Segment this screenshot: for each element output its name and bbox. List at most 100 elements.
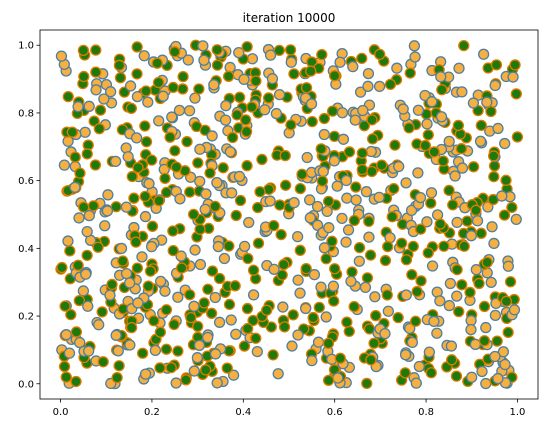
scatter-point-orange [508, 304, 521, 316]
scatter-point-orange [492, 122, 504, 135]
scatter-point-green [388, 182, 400, 195]
scatter-point-orange [499, 137, 511, 150]
scatter-point-green [180, 374, 192, 386]
scatter-point-orange [233, 170, 246, 183]
scatter-point-orange [124, 339, 136, 351]
scatter-point-orange [172, 291, 184, 303]
scatter-point-green [306, 116, 318, 128]
scatter-point-green [77, 44, 90, 57]
scatter-point-green [316, 175, 329, 187]
scatter-point-orange [363, 231, 375, 243]
scatter-point-green [458, 240, 470, 252]
scatter-point-green [407, 240, 419, 253]
scatter-point-green [500, 174, 512, 186]
scatter-point-green [62, 91, 74, 103]
scatter-point-orange [425, 187, 438, 199]
scatter-point-green [500, 295, 513, 307]
scatter-point-green [160, 343, 173, 355]
scatter-point-green [231, 109, 243, 121]
scatter-point-green [140, 85, 152, 97]
scatter-point-orange [337, 133, 350, 145]
scatter-point-green [130, 236, 142, 248]
scatter-point-orange [79, 126, 91, 138]
scatter-point-orange [131, 90, 144, 103]
scatter-point-orange [266, 73, 279, 85]
scatter-point-green [126, 170, 138, 183]
scatter-point-orange [139, 368, 152, 380]
scatter-point-orange [413, 360, 425, 373]
scatter-point-green [322, 337, 335, 350]
scatter-point-green [363, 215, 375, 228]
scatter-point-green [70, 375, 82, 388]
scatter-point-orange [332, 372, 344, 384]
scatter-point-green [399, 367, 411, 379]
scatter-point-green [184, 289, 196, 301]
scatter-point-green [411, 285, 423, 298]
scatter-point-green [247, 314, 259, 327]
scatter-point-green [94, 104, 107, 116]
scatter-point-green [450, 370, 463, 382]
scatter-point-green [169, 46, 181, 58]
scatter-point-green [328, 295, 340, 307]
scatter-point-orange [102, 189, 114, 201]
scatter-point-orange [77, 285, 90, 297]
scatter-point-green [470, 204, 482, 216]
y-tick-label: 0.8 [18, 108, 34, 119]
scatter-point-green [242, 252, 254, 265]
scatter-point-green [167, 81, 179, 94]
scatter-point-green [187, 208, 200, 221]
scatter-point-orange [132, 297, 144, 309]
scatter-point-orange [349, 114, 361, 126]
scatter-point-green [247, 264, 260, 276]
scatter-point-green [200, 364, 212, 376]
scatter-point-green [356, 147, 368, 159]
scatter-point-orange [194, 258, 207, 271]
scatter-point-orange [303, 194, 316, 206]
scatter-point-orange [206, 130, 218, 142]
scatter-point-orange [264, 49, 277, 61]
scatter-point-green [343, 146, 356, 158]
scatter-point-green [313, 301, 325, 314]
scatter-point-green [414, 223, 427, 235]
scatter-point-green [329, 263, 341, 275]
scatter-point-orange [157, 90, 169, 102]
scatter-point-green [106, 278, 118, 291]
scatter-point-orange [264, 195, 276, 207]
scatter-point-green [175, 262, 188, 274]
y-tick-label: 1.0 [18, 41, 34, 52]
scatter-point-green [425, 367, 437, 379]
scatter-point-orange [183, 105, 196, 117]
scatter-point-orange [311, 200, 324, 213]
scatter-point-orange [318, 128, 330, 141]
scatter-point-orange [224, 146, 237, 158]
scatter-point-green [458, 40, 470, 52]
scatter-point-green [125, 102, 138, 115]
scatter-point-green [226, 131, 239, 144]
scatter-point-green [315, 143, 327, 155]
scatter-point-green [89, 159, 102, 171]
scatter-point-green [152, 76, 165, 89]
scatter-point-green [415, 275, 427, 287]
x-tick-label: 1.0 [509, 407, 525, 418]
scatter-point-orange [336, 212, 348, 225]
scatter-point-green [160, 304, 173, 316]
scatter-point-green [230, 209, 242, 222]
scatter-point-green [262, 92, 275, 104]
scatter-point-orange [211, 176, 223, 189]
scatter-point-green [404, 67, 416, 79]
scatter-point-orange [409, 51, 421, 63]
scatter-point-green [159, 172, 171, 185]
scatter-point-orange [466, 371, 478, 383]
scatter-point-green [169, 145, 181, 157]
scatter-point-orange [73, 212, 85, 224]
x-tick-label: 0.2 [144, 407, 160, 418]
scatter-point-green [300, 82, 313, 94]
scatter-point-green [379, 254, 392, 267]
scatter-point-green [192, 320, 204, 333]
scatter-point-orange [208, 79, 220, 91]
scatter-point-orange [301, 151, 313, 164]
scatter-point-orange [189, 92, 201, 104]
scatter-point-green [366, 165, 378, 178]
scatter-point-orange [421, 216, 433, 228]
